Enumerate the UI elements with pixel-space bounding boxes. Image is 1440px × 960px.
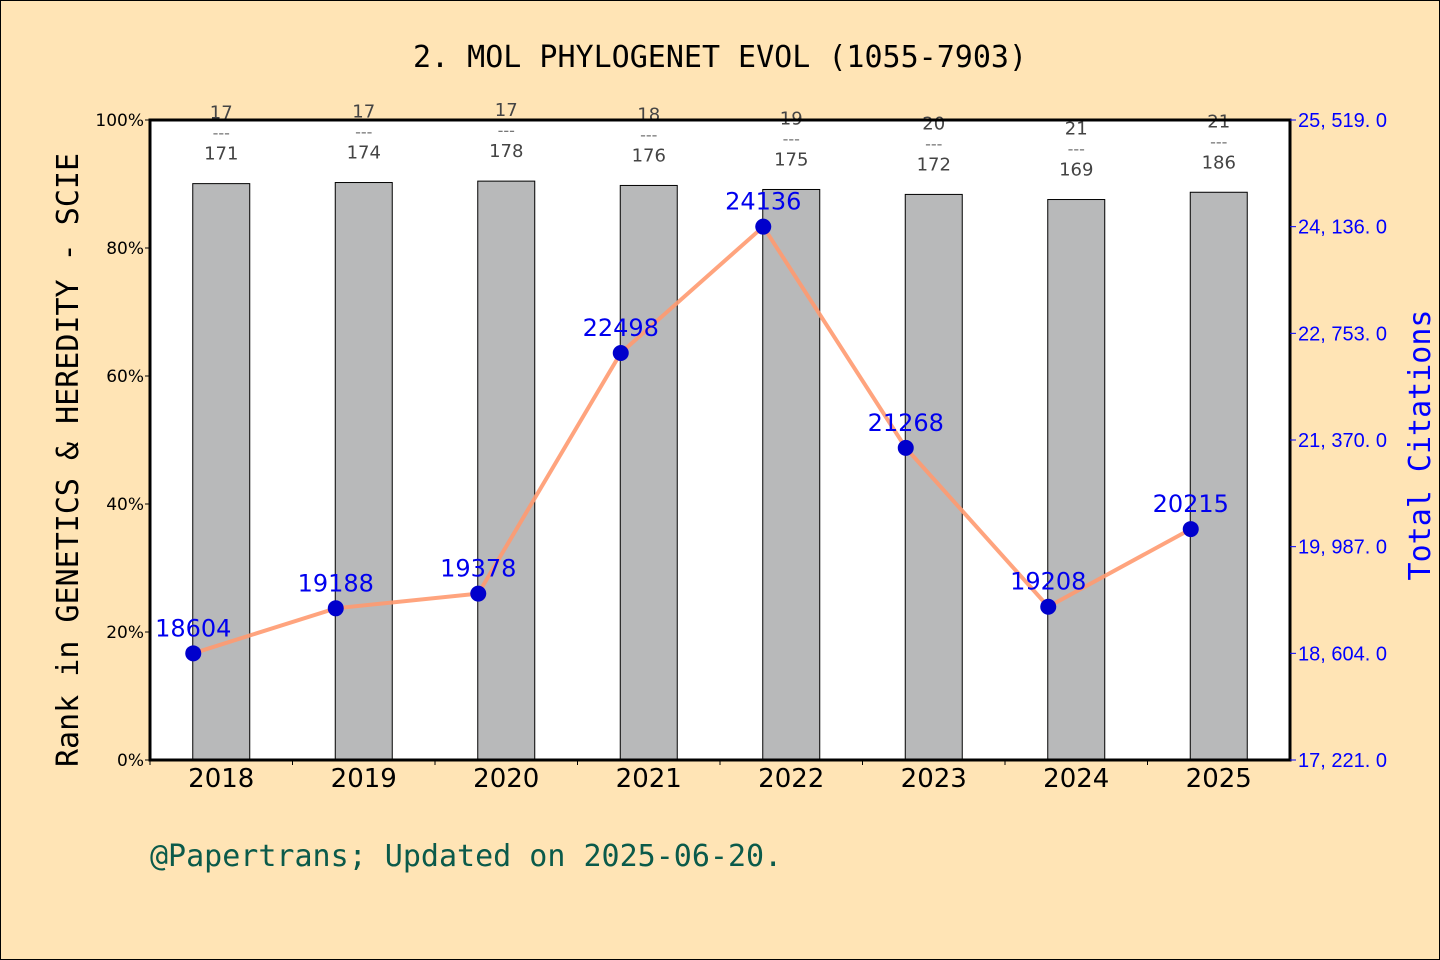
fraction-separator-2020: --- bbox=[498, 121, 515, 140]
citation-label-2018: 18604 bbox=[155, 614, 231, 642]
total-label-2024: 169 bbox=[1059, 160, 1093, 181]
fraction-separator-2022: --- bbox=[783, 129, 800, 148]
citation-point-2020 bbox=[470, 585, 487, 602]
total-label-2022: 175 bbox=[774, 149, 808, 170]
x-tick-label-2018: 2018 bbox=[188, 764, 254, 794]
citation-point-2019 bbox=[327, 600, 344, 617]
x-tick-label-2019: 2019 bbox=[331, 764, 397, 794]
x-tick-label-2022: 2022 bbox=[758, 764, 824, 794]
y2-tick-label: 25, 519. 0 bbox=[1298, 110, 1387, 132]
bar-2021 bbox=[619, 184, 678, 761]
total-label-2021: 176 bbox=[632, 145, 666, 166]
bar-2018 bbox=[192, 183, 251, 761]
citation-point-2021 bbox=[612, 345, 629, 362]
citation-label-2025: 20215 bbox=[1153, 490, 1229, 518]
y2-tick-label: 22, 753. 0 bbox=[1298, 323, 1387, 345]
fraction-separator-2021: --- bbox=[640, 125, 657, 144]
x-tick-label-2024: 2024 bbox=[1043, 764, 1109, 794]
y2-tick-label: 19, 987. 0 bbox=[1298, 537, 1387, 559]
y2-tick-label: 24, 136. 0 bbox=[1298, 217, 1387, 239]
y-tick-label: 100% bbox=[95, 111, 144, 131]
chart-title: 2. MOL PHYLOGENET EVOL (1055-7903) bbox=[413, 40, 1027, 75]
y2-tick-label: 17, 221. 0 bbox=[1298, 750, 1387, 772]
y2-tick-label: 18, 604. 0 bbox=[1298, 643, 1387, 665]
fraction-separator-2019: --- bbox=[355, 123, 372, 142]
footer-credit: @Papertrans; Updated on 2025-06-20. bbox=[150, 839, 782, 874]
citation-label-2021: 22498 bbox=[583, 314, 659, 342]
total-label-2019: 174 bbox=[347, 143, 381, 164]
rank-label-2020: 17 bbox=[495, 100, 518, 121]
x-tick-label-2025: 2025 bbox=[1186, 764, 1252, 794]
citation-point-2018 bbox=[185, 645, 202, 662]
x-tick-label-2023: 2023 bbox=[901, 764, 967, 794]
rank-label-2024: 21 bbox=[1065, 119, 1088, 140]
fraction-separator-2025: --- bbox=[1210, 132, 1227, 151]
rank-label-2021: 18 bbox=[637, 104, 660, 125]
total-label-2020: 178 bbox=[489, 141, 523, 162]
x-tick-label-2021: 2021 bbox=[616, 764, 682, 794]
total-label-2018: 171 bbox=[204, 144, 238, 165]
bar-2025 bbox=[1189, 191, 1248, 761]
rank-label-2023: 20 bbox=[922, 113, 945, 134]
y-tick-label: 60% bbox=[106, 367, 144, 387]
y2-axis-label: Total Citations bbox=[1403, 310, 1438, 581]
y-tick-label: 40% bbox=[106, 495, 144, 515]
bar-2019 bbox=[334, 182, 393, 761]
y2-tick-label: 21, 370. 0 bbox=[1298, 430, 1387, 452]
rank-label-2019: 17 bbox=[352, 102, 375, 123]
x-tick-label-2020: 2020 bbox=[473, 764, 539, 794]
fraction-separator-2024: --- bbox=[1068, 140, 1085, 159]
rank-label-2018: 17 bbox=[210, 103, 233, 124]
bar-2024 bbox=[1047, 199, 1106, 761]
bar-2020 bbox=[477, 180, 536, 761]
fraction-separator-2023: --- bbox=[925, 134, 942, 153]
citations-line bbox=[192, 223, 1192, 656]
bar-2022 bbox=[762, 188, 821, 761]
citation-point-2022 bbox=[755, 218, 772, 235]
y-tick-label: 20% bbox=[106, 623, 144, 643]
citation-label-2024: 19208 bbox=[1010, 568, 1086, 596]
citation-label-2019: 19188 bbox=[298, 569, 374, 597]
rank-label-2025: 21 bbox=[1207, 111, 1230, 132]
fraction-separator-2018: --- bbox=[213, 124, 230, 143]
plot-area bbox=[150, 120, 1290, 760]
total-label-2025: 186 bbox=[1202, 152, 1236, 173]
y-tick-label: 0% bbox=[117, 751, 144, 771]
citation-point-2025 bbox=[1182, 521, 1199, 538]
citation-label-2020: 19378 bbox=[440, 555, 516, 583]
y-tick-label: 80% bbox=[106, 239, 144, 259]
citation-label-2023: 21268 bbox=[868, 409, 944, 437]
y-axis-label: Rank in GENETICS & HEREDITY - SCIE bbox=[51, 153, 86, 767]
citation-point-2024 bbox=[1040, 598, 1057, 615]
citation-point-2023 bbox=[897, 439, 914, 456]
total-label-2023: 172 bbox=[917, 154, 951, 175]
citation-label-2022: 24136 bbox=[725, 188, 801, 216]
